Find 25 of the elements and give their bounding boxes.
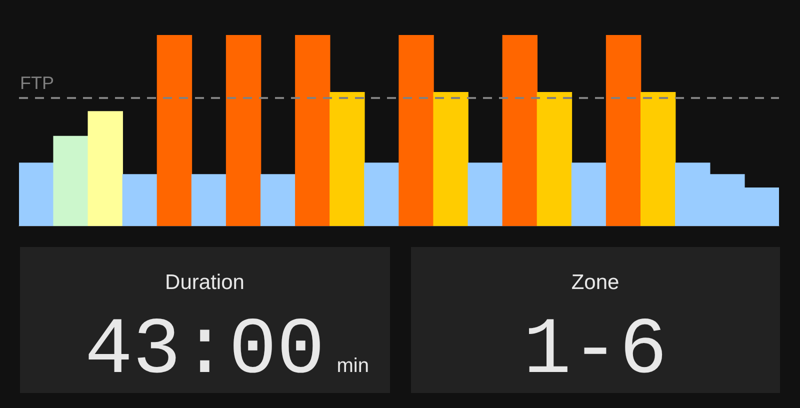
bar bbox=[122, 174, 158, 226]
bar bbox=[19, 162, 54, 226]
bar bbox=[536, 92, 572, 226]
bar bbox=[606, 35, 642, 226]
bar bbox=[640, 92, 676, 226]
bar bbox=[364, 162, 400, 226]
text: 43:00 bbox=[84, 306, 325, 397]
bar bbox=[53, 136, 88, 226]
text: 1-6 bbox=[523, 306, 668, 397]
bar bbox=[260, 174, 296, 226]
bar bbox=[156, 35, 192, 226]
bar bbox=[502, 35, 538, 226]
text: Duration bbox=[165, 271, 244, 294]
ref-line-label: FTP bbox=[20, 73, 54, 94]
bar bbox=[571, 162, 607, 226]
bar bbox=[191, 174, 227, 226]
bar bbox=[88, 111, 123, 226]
bar bbox=[295, 35, 330, 226]
text: min bbox=[336, 355, 369, 377]
bar bbox=[398, 35, 434, 226]
bar bbox=[226, 35, 262, 226]
bar bbox=[330, 92, 365, 226]
bar bbox=[468, 162, 503, 226]
text: Zone bbox=[571, 271, 620, 294]
bar bbox=[433, 92, 468, 226]
